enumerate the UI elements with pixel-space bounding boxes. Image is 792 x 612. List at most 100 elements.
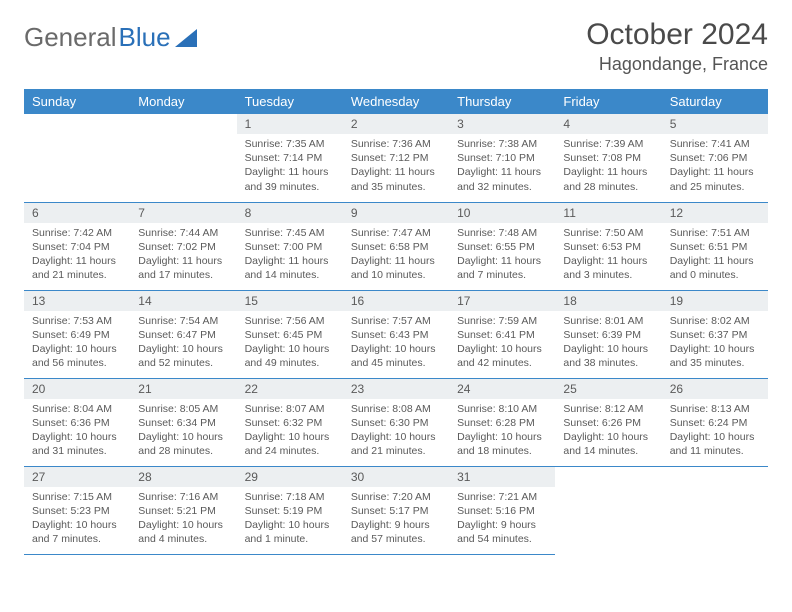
calendar-cell: 28Sunrise: 7:16 AMSunset: 5:21 PMDayligh… <box>130 466 236 554</box>
day-number: 4 <box>555 114 661 134</box>
calendar-cell: 23Sunrise: 8:08 AMSunset: 6:30 PMDayligh… <box>343 378 449 466</box>
day-body: Sunrise: 7:56 AMSunset: 6:45 PMDaylight:… <box>237 311 343 377</box>
calendar-cell: 1Sunrise: 7:35 AMSunset: 7:14 PMDaylight… <box>237 114 343 202</box>
calendar-cell <box>555 466 661 554</box>
calendar-cell <box>130 114 236 202</box>
calendar-cell: 4Sunrise: 7:39 AMSunset: 7:08 PMDaylight… <box>555 114 661 202</box>
day-number: 31 <box>449 467 555 487</box>
day-number: 2 <box>343 114 449 134</box>
weekday-header: Monday <box>130 89 236 114</box>
logo-text-blue: Blue <box>119 22 171 53</box>
day-number: 22 <box>237 379 343 399</box>
calendar-cell: 13Sunrise: 7:53 AMSunset: 6:49 PMDayligh… <box>24 290 130 378</box>
day-number: 19 <box>662 291 768 311</box>
calendar-cell: 20Sunrise: 8:04 AMSunset: 6:36 PMDayligh… <box>24 378 130 466</box>
day-body: Sunrise: 8:08 AMSunset: 6:30 PMDaylight:… <box>343 399 449 465</box>
calendar-head: SundayMondayTuesdayWednesdayThursdayFrid… <box>24 89 768 114</box>
day-number: 1 <box>237 114 343 134</box>
day-number: 21 <box>130 379 236 399</box>
day-body: Sunrise: 7:47 AMSunset: 6:58 PMDaylight:… <box>343 223 449 289</box>
day-body: Sunrise: 7:41 AMSunset: 7:06 PMDaylight:… <box>662 134 768 200</box>
day-body: Sunrise: 7:45 AMSunset: 7:00 PMDaylight:… <box>237 223 343 289</box>
calendar-cell: 25Sunrise: 8:12 AMSunset: 6:26 PMDayligh… <box>555 378 661 466</box>
day-body: Sunrise: 7:39 AMSunset: 7:08 PMDaylight:… <box>555 134 661 200</box>
calendar-cell: 12Sunrise: 7:51 AMSunset: 6:51 PMDayligh… <box>662 202 768 290</box>
weekday-header: Sunday <box>24 89 130 114</box>
day-number: 5 <box>662 114 768 134</box>
day-body: Sunrise: 7:57 AMSunset: 6:43 PMDaylight:… <box>343 311 449 377</box>
calendar-cell: 26Sunrise: 8:13 AMSunset: 6:24 PMDayligh… <box>662 378 768 466</box>
day-number: 26 <box>662 379 768 399</box>
month-title: October 2024 <box>586 18 768 52</box>
day-body: Sunrise: 7:16 AMSunset: 5:21 PMDaylight:… <box>130 487 236 553</box>
day-body: Sunrise: 7:15 AMSunset: 5:23 PMDaylight:… <box>24 487 130 553</box>
calendar-cell: 3Sunrise: 7:38 AMSunset: 7:10 PMDaylight… <box>449 114 555 202</box>
day-body: Sunrise: 8:13 AMSunset: 6:24 PMDaylight:… <box>662 399 768 465</box>
calendar-cell: 10Sunrise: 7:48 AMSunset: 6:55 PMDayligh… <box>449 202 555 290</box>
weekday-header: Tuesday <box>237 89 343 114</box>
day-body: Sunrise: 7:50 AMSunset: 6:53 PMDaylight:… <box>555 223 661 289</box>
logo-triangle-icon <box>175 29 197 47</box>
day-number: 20 <box>24 379 130 399</box>
calendar-week-row: 13Sunrise: 7:53 AMSunset: 6:49 PMDayligh… <box>24 290 768 378</box>
day-number: 14 <box>130 291 236 311</box>
calendar-cell: 30Sunrise: 7:20 AMSunset: 5:17 PMDayligh… <box>343 466 449 554</box>
day-body: Sunrise: 8:04 AMSunset: 6:36 PMDaylight:… <box>24 399 130 465</box>
day-number: 9 <box>343 203 449 223</box>
calendar-cell: 19Sunrise: 8:02 AMSunset: 6:37 PMDayligh… <box>662 290 768 378</box>
day-number: 16 <box>343 291 449 311</box>
day-number: 11 <box>555 203 661 223</box>
calendar-cell <box>24 114 130 202</box>
day-number: 30 <box>343 467 449 487</box>
day-number: 6 <box>24 203 130 223</box>
day-body: Sunrise: 7:54 AMSunset: 6:47 PMDaylight:… <box>130 311 236 377</box>
calendar-cell: 31Sunrise: 7:21 AMSunset: 5:16 PMDayligh… <box>449 466 555 554</box>
calendar-cell: 18Sunrise: 8:01 AMSunset: 6:39 PMDayligh… <box>555 290 661 378</box>
calendar-week-row: 27Sunrise: 7:15 AMSunset: 5:23 PMDayligh… <box>24 466 768 554</box>
day-body: Sunrise: 7:20 AMSunset: 5:17 PMDaylight:… <box>343 487 449 553</box>
day-number: 13 <box>24 291 130 311</box>
weekday-header: Friday <box>555 89 661 114</box>
day-number: 28 <box>130 467 236 487</box>
day-number: 7 <box>130 203 236 223</box>
logo: GeneralBlue <box>24 18 197 53</box>
day-body: Sunrise: 8:10 AMSunset: 6:28 PMDaylight:… <box>449 399 555 465</box>
calendar-cell: 17Sunrise: 7:59 AMSunset: 6:41 PMDayligh… <box>449 290 555 378</box>
calendar-cell: 24Sunrise: 8:10 AMSunset: 6:28 PMDayligh… <box>449 378 555 466</box>
day-number: 15 <box>237 291 343 311</box>
day-body: Sunrise: 7:35 AMSunset: 7:14 PMDaylight:… <box>237 134 343 200</box>
day-number: 25 <box>555 379 661 399</box>
day-body: Sunrise: 7:53 AMSunset: 6:49 PMDaylight:… <box>24 311 130 377</box>
calendar-cell: 14Sunrise: 7:54 AMSunset: 6:47 PMDayligh… <box>130 290 236 378</box>
day-number: 17 <box>449 291 555 311</box>
day-number: 10 <box>449 203 555 223</box>
day-number: 23 <box>343 379 449 399</box>
calendar-cell: 15Sunrise: 7:56 AMSunset: 6:45 PMDayligh… <box>237 290 343 378</box>
calendar-cell: 2Sunrise: 7:36 AMSunset: 7:12 PMDaylight… <box>343 114 449 202</box>
day-number: 18 <box>555 291 661 311</box>
day-body: Sunrise: 8:05 AMSunset: 6:34 PMDaylight:… <box>130 399 236 465</box>
calendar-cell: 11Sunrise: 7:50 AMSunset: 6:53 PMDayligh… <box>555 202 661 290</box>
calendar-cell: 9Sunrise: 7:47 AMSunset: 6:58 PMDaylight… <box>343 202 449 290</box>
title-block: October 2024 Hagondange, France <box>586 18 768 75</box>
calendar-body: 1Sunrise: 7:35 AMSunset: 7:14 PMDaylight… <box>24 114 768 554</box>
day-body: Sunrise: 8:02 AMSunset: 6:37 PMDaylight:… <box>662 311 768 377</box>
calendar-cell: 7Sunrise: 7:44 AMSunset: 7:02 PMDaylight… <box>130 202 236 290</box>
weekday-header: Thursday <box>449 89 555 114</box>
calendar-cell: 6Sunrise: 7:42 AMSunset: 7:04 PMDaylight… <box>24 202 130 290</box>
day-body: Sunrise: 7:21 AMSunset: 5:16 PMDaylight:… <box>449 487 555 553</box>
calendar-week-row: 20Sunrise: 8:04 AMSunset: 6:36 PMDayligh… <box>24 378 768 466</box>
day-number: 8 <box>237 203 343 223</box>
day-body: Sunrise: 7:36 AMSunset: 7:12 PMDaylight:… <box>343 134 449 200</box>
calendar-week-row: 1Sunrise: 7:35 AMSunset: 7:14 PMDaylight… <box>24 114 768 202</box>
calendar-cell <box>662 466 768 554</box>
header: GeneralBlue October 2024 Hagondange, Fra… <box>24 18 768 75</box>
calendar-cell: 5Sunrise: 7:41 AMSunset: 7:06 PMDaylight… <box>662 114 768 202</box>
day-number: 27 <box>24 467 130 487</box>
day-number: 12 <box>662 203 768 223</box>
weekday-header: Saturday <box>662 89 768 114</box>
calendar-cell: 16Sunrise: 7:57 AMSunset: 6:43 PMDayligh… <box>343 290 449 378</box>
calendar-cell: 29Sunrise: 7:18 AMSunset: 5:19 PMDayligh… <box>237 466 343 554</box>
calendar-cell: 21Sunrise: 8:05 AMSunset: 6:34 PMDayligh… <box>130 378 236 466</box>
day-body: Sunrise: 8:07 AMSunset: 6:32 PMDaylight:… <box>237 399 343 465</box>
